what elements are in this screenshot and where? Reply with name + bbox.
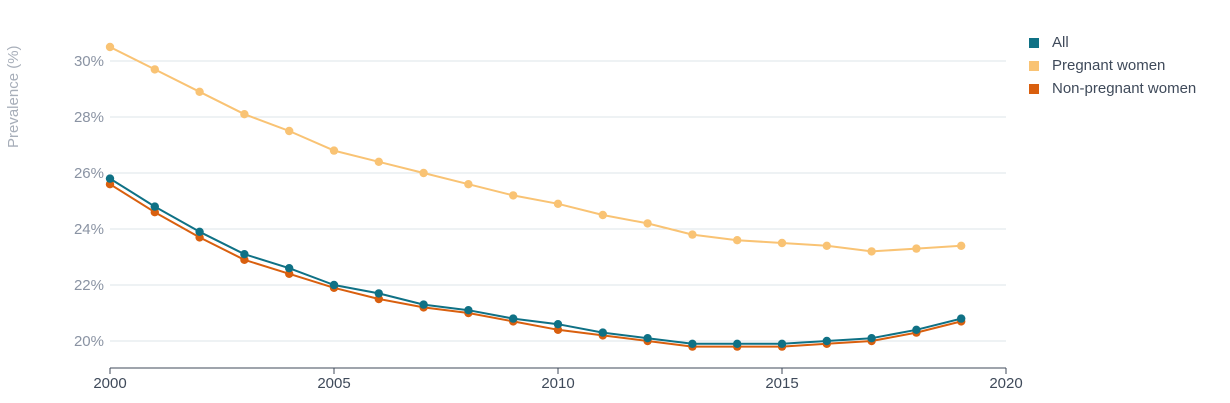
- series-line-all: [109, 177, 962, 345]
- series-non-pregnant-women: [105, 180, 966, 351]
- data-point-all[interactable]: [464, 306, 473, 315]
- data-point-pregnant-women[interactable]: [867, 247, 876, 256]
- data-point-pregnant-women[interactable]: [643, 219, 652, 228]
- data-point-pregnant-women[interactable]: [912, 244, 921, 253]
- data-point-pregnant-women[interactable]: [374, 157, 383, 166]
- legend-item-non-pregnant-women[interactable]: Non-pregnant women: [1029, 77, 1196, 100]
- data-point-all[interactable]: [733, 339, 742, 348]
- series-all: [105, 174, 966, 348]
- data-point-all[interactable]: [643, 334, 652, 343]
- data-point-pregnant-women[interactable]: [150, 65, 159, 74]
- x-tick-label: 2010: [541, 375, 574, 392]
- series-pregnant-women: [105, 42, 966, 256]
- y-tick-labels: 20% 22% 24% 26% 28% 30%: [74, 53, 104, 350]
- y-tick-label: 26%: [74, 165, 104, 182]
- data-point-all[interactable]: [374, 289, 383, 298]
- x-tick-label: 2000: [93, 375, 126, 392]
- y-tick-label: 22%: [74, 277, 104, 294]
- data-point-all[interactable]: [195, 227, 204, 236]
- data-point-all[interactable]: [912, 325, 921, 334]
- y-tick-label: 20%: [74, 333, 104, 350]
- x-axis: 2000 2005 2010 2015 2020: [93, 367, 1023, 392]
- data-point-pregnant-women[interactable]: [105, 42, 115, 52]
- data-point-pregnant-women[interactable]: [733, 236, 742, 245]
- series-layer: [105, 42, 966, 351]
- y-tick-label: 30%: [74, 53, 104, 70]
- legend-item-pregnant-women[interactable]: Pregnant women: [1029, 54, 1196, 77]
- data-point-all[interactable]: [419, 300, 428, 309]
- data-point-pregnant-women[interactable]: [598, 210, 607, 220]
- legend-item-all[interactable]: All: [1029, 31, 1196, 54]
- data-point-pregnant-women[interactable]: [777, 238, 787, 248]
- data-point-all[interactable]: [285, 264, 294, 273]
- data-point-pregnant-women[interactable]: [195, 87, 204, 97]
- data-point-all[interactable]: [688, 339, 697, 348]
- data-point-pregnant-women[interactable]: [553, 199, 563, 208]
- legend-swatch-non-pregnant-women: [1029, 83, 1039, 94]
- data-point-pregnant-women[interactable]: [957, 241, 966, 250]
- legend-label-pregnant-women: Pregnant women: [1052, 57, 1166, 74]
- data-point-all[interactable]: [553, 320, 563, 329]
- data-point-all[interactable]: [957, 314, 966, 323]
- data-point-pregnant-women[interactable]: [285, 126, 294, 136]
- data-point-all[interactable]: [777, 339, 787, 348]
- legend-label-non-pregnant-women: Non-pregnant women: [1052, 80, 1197, 97]
- data-point-pregnant-women[interactable]: [419, 168, 428, 178]
- x-tick-label: 2015: [765, 375, 798, 392]
- data-point-all[interactable]: [105, 174, 115, 183]
- series-line-non-pregnant-women: [109, 183, 962, 348]
- y-tick-label: 28%: [74, 109, 104, 126]
- legend-label-all: All: [1052, 34, 1069, 51]
- y-axis-title: Prevalence (%): [5, 45, 22, 148]
- data-point-pregnant-women[interactable]: [822, 241, 831, 250]
- data-point-pregnant-women[interactable]: [240, 110, 249, 119]
- data-point-pregnant-women[interactable]: [688, 230, 697, 239]
- data-point-pregnant-women[interactable]: [464, 180, 473, 189]
- x-tick-label: 2020: [989, 375, 1022, 392]
- data-point-all[interactable]: [822, 336, 831, 346]
- y-tick-label: 24%: [74, 221, 104, 238]
- x-tick-label: 2005: [317, 375, 350, 392]
- data-point-pregnant-women[interactable]: [329, 146, 339, 155]
- data-point-all[interactable]: [509, 314, 518, 323]
- series-line-pregnant-women: [109, 46, 962, 253]
- legend: All Pregnant women Non-pregnant women: [1029, 31, 1196, 100]
- data-point-all[interactable]: [150, 202, 159, 211]
- data-point-all[interactable]: [598, 328, 607, 337]
- data-point-pregnant-women[interactable]: [509, 191, 518, 200]
- legend-swatch-all: [1029, 37, 1039, 48]
- data-point-all[interactable]: [867, 334, 876, 343]
- data-point-all[interactable]: [329, 280, 339, 290]
- legend-swatch-pregnant-women: [1029, 60, 1039, 71]
- data-point-all[interactable]: [240, 250, 249, 259]
